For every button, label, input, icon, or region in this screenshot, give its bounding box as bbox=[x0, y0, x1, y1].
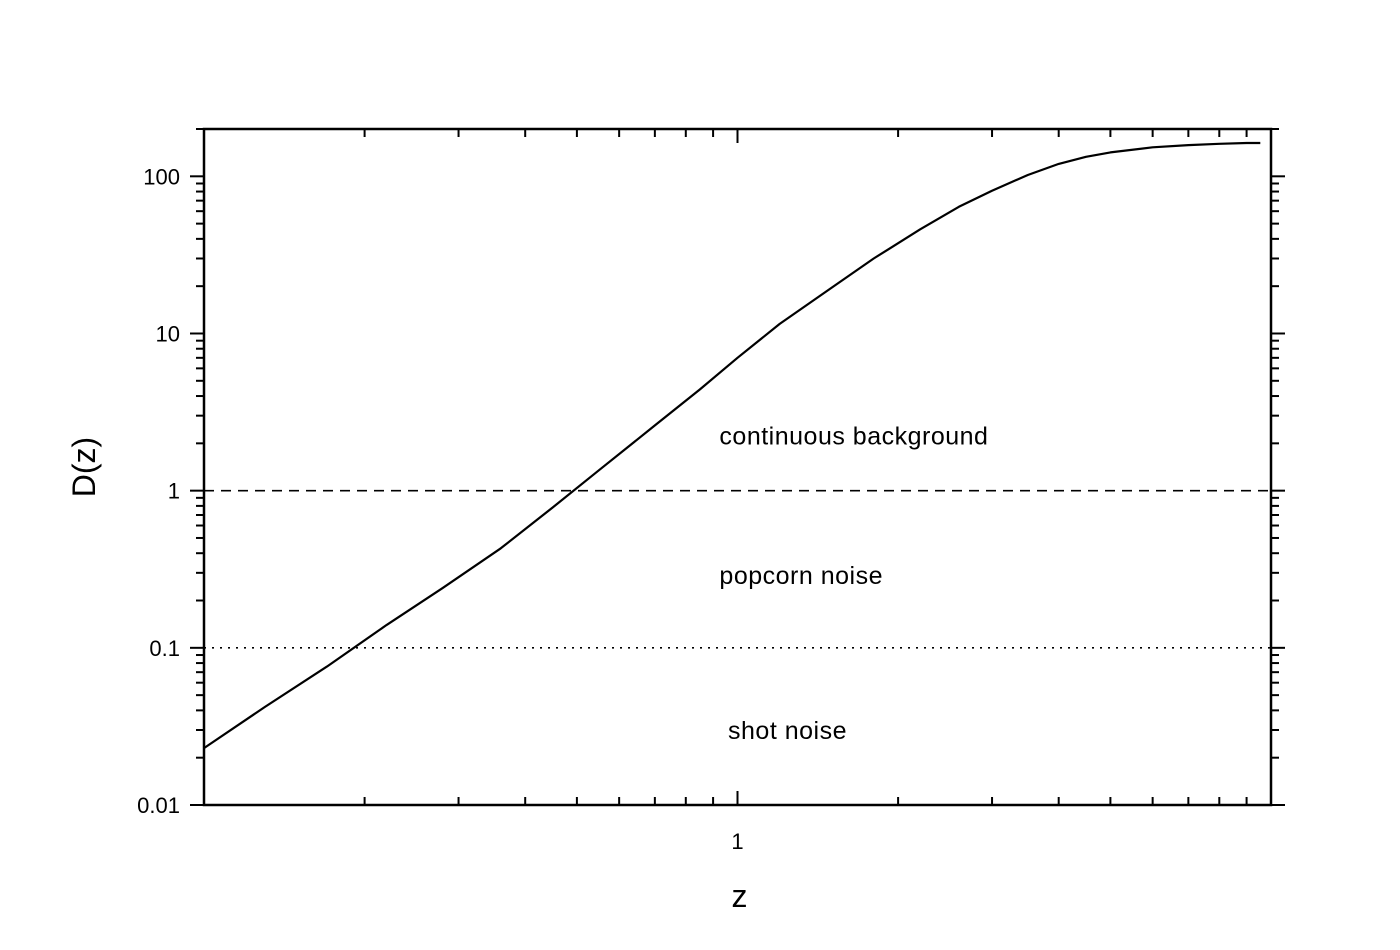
region-annotations: continuous background popcorn noise shot n… bbox=[719, 422, 988, 745]
plot-frame bbox=[202, 127, 1273, 807]
reference-lines bbox=[204, 489, 1271, 649]
tick-labels: 0.01 0.1 1 10 100 1 bbox=[137, 164, 743, 854]
region-label: continuous background bbox=[719, 422, 988, 450]
series-line-0 bbox=[203, 141, 1261, 750]
axis-ticks bbox=[190, 128, 1285, 806]
y-tick-label: 1 bbox=[168, 479, 180, 504]
y-tick-label: 0.01 bbox=[137, 793, 180, 818]
y-tick-label: 10 bbox=[156, 321, 180, 346]
x-axis-title: z bbox=[732, 878, 748, 914]
series-group bbox=[203, 141, 1261, 750]
y-tick-label: 100 bbox=[143, 164, 180, 189]
y-axis-title: D(z) bbox=[66, 437, 102, 497]
x-tick-label: 1 bbox=[731, 829, 743, 854]
region-label: shot noise bbox=[728, 717, 847, 745]
y-tick-label: 0.1 bbox=[149, 636, 180, 661]
region-label: popcorn noise bbox=[719, 562, 883, 590]
